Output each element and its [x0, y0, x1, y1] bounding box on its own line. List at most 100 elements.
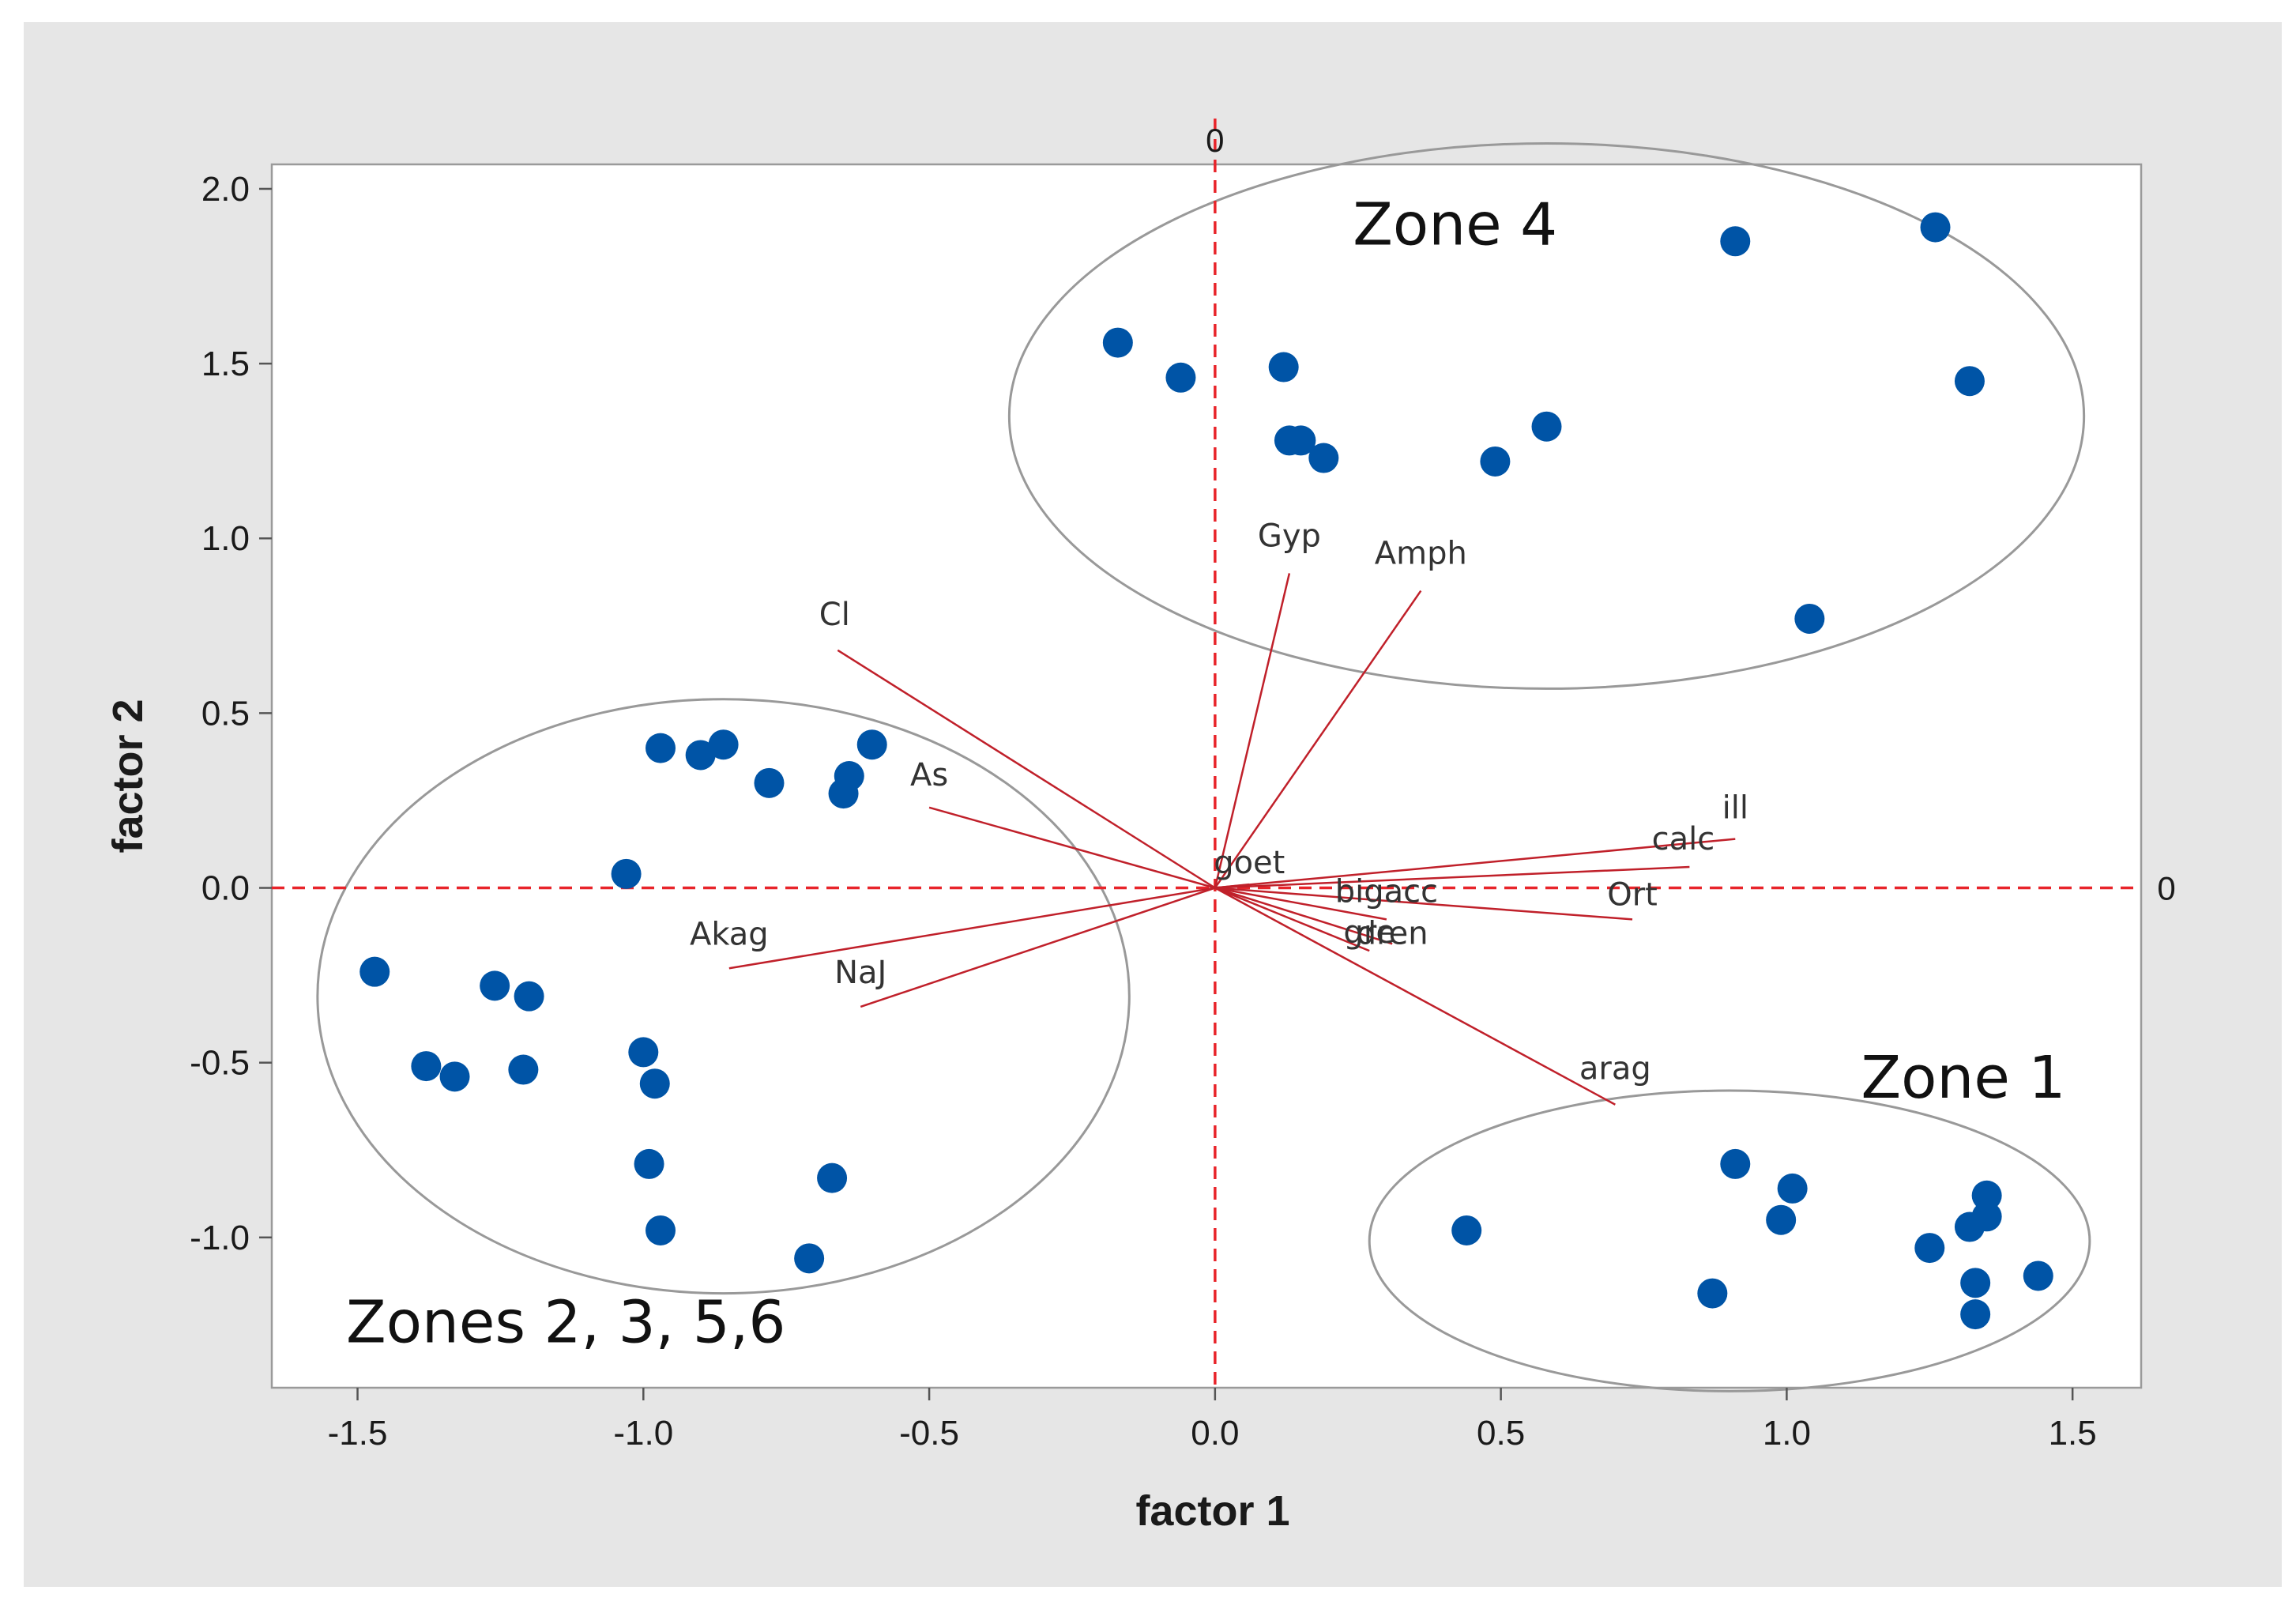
data-point — [1766, 1204, 1797, 1235]
loading-vector — [1214, 887, 1370, 952]
loading-vector — [837, 649, 1216, 889]
loading-vector — [1214, 887, 1393, 945]
loading-label: Akag — [690, 916, 769, 952]
data-point — [1971, 1201, 2002, 1232]
x-tick-label: 0.5 — [1477, 1414, 1525, 1453]
data-point — [1531, 411, 1562, 442]
loading-vector — [860, 887, 1216, 1008]
data-point — [1720, 1148, 1751, 1179]
loading-label: calc — [1652, 821, 1715, 857]
x-axis-title: factor 1 — [1135, 1487, 1289, 1535]
x-tick-label: -0.5 — [899, 1414, 959, 1453]
data-point — [1697, 1278, 1728, 1309]
x-tick-label: 1.5 — [2049, 1414, 2097, 1453]
cluster-ellipse — [1007, 141, 2086, 690]
data-point — [1285, 425, 1316, 456]
loading-label: Gyp — [1258, 518, 1321, 554]
ellipses-layer: Zone 4 Zones 2, 3, 5,6 Zone 1 — [316, 141, 2091, 1392]
data-point — [1308, 443, 1339, 473]
y-tick-label: 0.5 — [201, 694, 250, 733]
loading-vector — [1214, 838, 1736, 889]
zone-label: Zone 4 — [1353, 191, 1557, 259]
zone-label: Zones 2, 3, 5,6 — [346, 1289, 785, 1357]
data-point — [1794, 603, 1825, 634]
loading-label: Ort — [1607, 876, 1658, 913]
loading-vector — [1214, 865, 1690, 889]
data-point — [1960, 1268, 1991, 1298]
data-point — [1102, 327, 1133, 358]
y-tick-label: 2.0 — [201, 170, 250, 209]
loading-label: bigacc — [1335, 873, 1438, 910]
loading-label: Amph — [1375, 536, 1467, 572]
data-point — [1165, 362, 1196, 393]
y-tick-label: 0.0 — [201, 869, 250, 908]
data-point — [611, 858, 642, 889]
data-point — [794, 1243, 825, 1274]
data-point — [411, 1051, 442, 1082]
y-tick-label: 1.5 — [201, 345, 250, 383]
points-layer — [359, 212, 2053, 1330]
loading-label: gre — [1343, 914, 1395, 951]
cluster-ellipse — [1368, 1089, 2091, 1392]
data-point — [1777, 1173, 1808, 1204]
data-point — [1451, 1215, 1482, 1245]
data-point — [1954, 366, 1985, 397]
data-point — [359, 956, 390, 987]
data-point — [508, 1054, 539, 1085]
loading-label: arag — [1579, 1051, 1651, 1087]
data-point — [2023, 1260, 2053, 1291]
loading-vector — [1214, 883, 1250, 889]
reference-lines-layer: 00 — [272, 119, 2176, 1388]
y-axis-title: factor 2 — [104, 699, 152, 853]
data-point — [634, 1148, 664, 1179]
loading-vector — [1214, 887, 1633, 921]
loading-vector — [1214, 887, 1616, 1106]
data-point — [514, 981, 544, 1012]
loading-label: dren — [1357, 915, 1428, 951]
data-point — [1971, 1180, 2002, 1211]
loading-label: Cl — [819, 597, 850, 633]
data-point — [1920, 212, 1951, 243]
data-point — [480, 970, 510, 1001]
y-tick-label: -0.5 — [190, 1044, 250, 1083]
horizontal-reference-label: 0 — [2157, 870, 2175, 907]
loading-label: NaJ — [834, 955, 886, 991]
data-point — [1914, 1233, 1945, 1264]
zone-label: Zone 1 — [1861, 1044, 2065, 1112]
loading-vector — [928, 806, 1216, 889]
data-point — [828, 778, 859, 809]
x-tick-label: 1.0 — [1763, 1414, 1811, 1453]
data-point — [754, 767, 785, 798]
data-point — [628, 1037, 659, 1068]
data-point — [439, 1061, 470, 1092]
loading-vector — [1214, 573, 1291, 888]
data-point — [639, 1068, 670, 1099]
loading-vector — [1214, 887, 1387, 921]
data-point — [1960, 1299, 1991, 1330]
data-point — [817, 1162, 848, 1193]
data-point — [1480, 446, 1511, 477]
data-point — [1268, 352, 1299, 382]
data-point — [685, 740, 716, 771]
data-point — [856, 729, 887, 760]
loading-label: ill — [1722, 790, 1748, 827]
x-tick-label: -1.0 — [613, 1414, 673, 1453]
x-tick-label: 0.0 — [1191, 1414, 1239, 1453]
data-point — [646, 1215, 676, 1245]
loading-label: goet — [1214, 845, 1285, 881]
axes-layer: -1.5 -1.0 -0.5 0.0 0.5 1.0 1.5 -1.0 -0.5 0.0 0.5 1.… — [190, 170, 2097, 1453]
plot-area — [270, 163, 2143, 1389]
loading-label: As — [910, 757, 948, 793]
y-tick-label: -1.0 — [190, 1219, 250, 1257]
x-tick-label: -1.5 — [328, 1414, 388, 1453]
loading-vector — [728, 887, 1216, 970]
vertical-reference-label: 0 — [1206, 122, 1224, 159]
data-point — [646, 733, 676, 763]
cluster-ellipse — [316, 698, 1131, 1295]
data-point — [1720, 226, 1751, 257]
y-tick-label: 1.0 — [201, 519, 250, 558]
data-point — [708, 729, 739, 760]
